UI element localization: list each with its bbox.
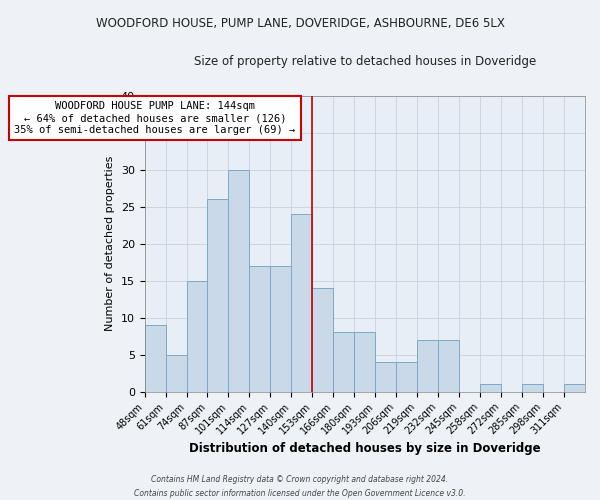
Bar [438, 340, 459, 392]
Bar [313, 288, 334, 392]
Bar [334, 332, 354, 392]
Text: WOODFORD HOUSE PUMP LANE: 144sqm
← 64% of detached houses are smaller (126)
35% : WOODFORD HOUSE PUMP LANE: 144sqm ← 64% o… [14, 102, 296, 134]
Bar [271, 266, 292, 392]
Bar [229, 170, 250, 392]
Text: Contains HM Land Registry data © Crown copyright and database right 2024.
Contai: Contains HM Land Registry data © Crown c… [134, 476, 466, 498]
Bar [187, 280, 208, 392]
Bar [166, 354, 187, 392]
Bar [145, 325, 166, 392]
Y-axis label: Number of detached properties: Number of detached properties [105, 156, 115, 332]
Bar [417, 340, 438, 392]
Bar [480, 384, 501, 392]
Bar [354, 332, 375, 392]
Title: Size of property relative to detached houses in Doveridge: Size of property relative to detached ho… [194, 55, 536, 68]
Bar [250, 266, 271, 392]
Bar [208, 199, 229, 392]
Bar [564, 384, 585, 392]
Bar [396, 362, 417, 392]
Bar [292, 214, 313, 392]
Text: WOODFORD HOUSE, PUMP LANE, DOVERIDGE, ASHBOURNE, DE6 5LX: WOODFORD HOUSE, PUMP LANE, DOVERIDGE, AS… [95, 18, 505, 30]
X-axis label: Distribution of detached houses by size in Doveridge: Distribution of detached houses by size … [189, 442, 541, 455]
Bar [375, 362, 396, 392]
Bar [522, 384, 543, 392]
